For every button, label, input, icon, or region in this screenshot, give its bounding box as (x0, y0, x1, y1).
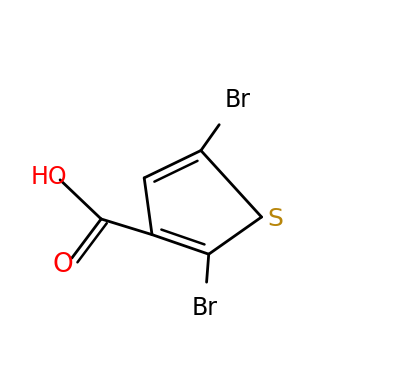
Text: HO: HO (31, 165, 67, 189)
Text: S: S (267, 207, 283, 231)
Text: Br: Br (225, 88, 251, 113)
Text: Br: Br (192, 296, 218, 320)
Text: O: O (53, 252, 74, 278)
